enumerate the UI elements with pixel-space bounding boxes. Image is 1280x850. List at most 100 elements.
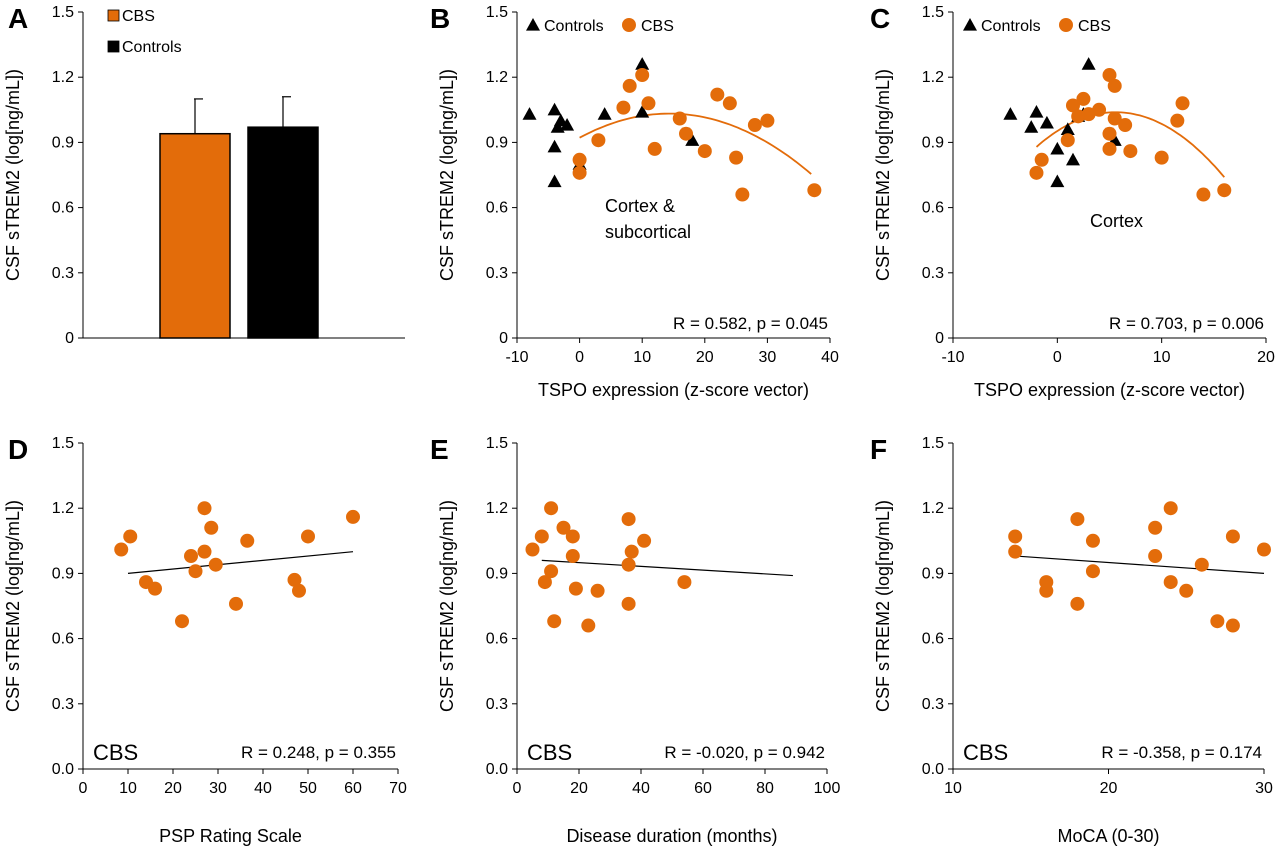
- region-annotation: subcortical: [605, 222, 691, 242]
- point-cbs: [1085, 533, 1100, 548]
- point-controls: [635, 104, 650, 118]
- x-axis-title: Disease duration (months): [566, 826, 777, 846]
- y-tick-label: 0.9: [922, 565, 944, 582]
- point-cbs: [534, 529, 549, 544]
- legend-label: Controls: [122, 39, 182, 56]
- x-tick-label: 20: [570, 780, 588, 797]
- x-tick-label: 30: [759, 349, 777, 366]
- y-tick-label: 0.6: [922, 200, 944, 217]
- y-tick-label: 0.9: [486, 134, 508, 151]
- point-cbs: [525, 542, 540, 557]
- point-cbs: [1008, 529, 1023, 544]
- point-cbs: [240, 533, 255, 548]
- x-tick-label: 0: [1053, 349, 1062, 366]
- x-tick-label: 30: [209, 780, 227, 797]
- point-cbs: [1076, 91, 1091, 106]
- panel-letter: D: [8, 434, 28, 465]
- point-cbs: [184, 549, 198, 564]
- y-tick-label: 1.5: [922, 435, 944, 452]
- y-tick-label: 0: [65, 330, 74, 347]
- point-cbs: [114, 542, 129, 557]
- point-cbs: [565, 549, 580, 564]
- x-tick-label: 60: [344, 780, 362, 797]
- point-cbs: [1060, 133, 1075, 148]
- fit-line: [541, 559, 793, 577]
- legend-marker-cbs: [1059, 18, 1073, 32]
- x-tick-label: 40: [821, 349, 839, 366]
- point-cbs: [547, 614, 562, 629]
- point-cbs: [1123, 144, 1138, 159]
- x-tick-label: 30: [1255, 780, 1273, 797]
- y-tick-label: 1.2: [922, 500, 944, 517]
- point-controls: [597, 107, 612, 120]
- point-controls: [685, 133, 700, 146]
- point-cbs: [1196, 187, 1211, 202]
- legend-label: CBS: [122, 8, 155, 25]
- point-cbs: [1107, 111, 1122, 126]
- y-tick-label: 0.3: [922, 696, 944, 713]
- group-label: CBS: [963, 740, 1008, 765]
- x-tick-label: -10: [941, 349, 964, 366]
- y-tick-label: 0.9: [922, 134, 944, 151]
- point-cbs: [581, 618, 596, 633]
- y-axis-title: CSF sTREM2 (log[ng/mL]): [437, 500, 457, 712]
- y-tick-label: 0.9: [52, 134, 74, 151]
- panel-letter: B: [430, 3, 450, 34]
- y-tick-label: 0.3: [922, 265, 944, 282]
- x-tick-label: 50: [299, 780, 317, 797]
- y-tick-label: 0.9: [486, 565, 508, 582]
- panel-c: C 0 0.3 0.6 0.9 1.2 1.5 CSF sTREM2 (log[ng/mL])…: [870, 3, 1275, 400]
- x-tick-label: 40: [632, 780, 650, 797]
- x-axis-title: TSPO expression (z-score vector): [974, 380, 1245, 400]
- stat-annotation: R = 0.582, p = 0.045: [673, 314, 828, 333]
- point-cbs: [544, 501, 559, 516]
- legend-marker-controls: [963, 18, 977, 31]
- stat-annotation: R = 0.703, p = 0.006: [1109, 314, 1264, 333]
- point-cbs: [544, 564, 559, 579]
- point-cbs: [622, 78, 637, 93]
- point-controls: [1024, 120, 1039, 133]
- point-cbs: [208, 557, 223, 572]
- point-cbs: [229, 596, 243, 611]
- point-cbs: [1034, 152, 1049, 167]
- y-tick-label: 0.3: [486, 265, 508, 282]
- point-controls: [547, 174, 562, 188]
- panel-b: B 0 0.3 0.6 0.9 1.2 1.5 CSF sTREM2 (log[ng/mL])…: [430, 3, 839, 400]
- y-tick-label: 0: [499, 330, 508, 347]
- point-cbs: [672, 111, 687, 126]
- point-cbs: [1217, 183, 1232, 198]
- y-tick-label: 1.5: [486, 435, 508, 452]
- point-cbs: [729, 150, 744, 165]
- y-tick-label: 1.5: [486, 4, 508, 21]
- point-cbs: [537, 575, 552, 590]
- point-cbs: [287, 572, 302, 587]
- y-tick-label: 0.6: [486, 631, 508, 648]
- panel-f: F 0.0 0.3 0.6 0.9 1.2 1.5 CSF sTREM2 (log[ng/mL…: [870, 434, 1273, 846]
- point-cbs: [568, 581, 583, 596]
- point-cbs: [697, 144, 712, 159]
- fit-line: [1015, 555, 1265, 574]
- y-axis-title: CSF sTREM2 (log[ng/mL]): [3, 500, 23, 712]
- point-cbs: [197, 544, 212, 559]
- point-cbs: [621, 557, 636, 572]
- y-axis-title: CSF sTREM2 (log[ng/mL]): [873, 69, 893, 281]
- region-annotation: Cortex &: [605, 196, 675, 216]
- point-controls: [560, 118, 575, 131]
- point-controls: [1039, 115, 1054, 129]
- y-tick-label: 0.0: [52, 761, 74, 778]
- y-tick-label: 0.3: [486, 696, 508, 713]
- point-cbs: [1210, 614, 1225, 629]
- point-cbs: [1225, 618, 1240, 633]
- point-cbs: [292, 583, 306, 598]
- point-cbs: [1102, 126, 1117, 141]
- x-tick-label: 10: [944, 780, 962, 797]
- point-cbs: [1029, 165, 1044, 180]
- point-cbs: [637, 533, 652, 548]
- point-cbs: [1070, 512, 1085, 527]
- point-cbs: [635, 68, 650, 83]
- legend-swatch: [107, 40, 120, 53]
- point-controls: [1081, 57, 1096, 70]
- point-controls: [635, 57, 650, 70]
- panel-e: E 0.0 0.3 0.6 0.9 1.2 1.5 CSF sTREM2 (log[ng/mL…: [430, 434, 840, 846]
- point-controls: [1060, 122, 1075, 135]
